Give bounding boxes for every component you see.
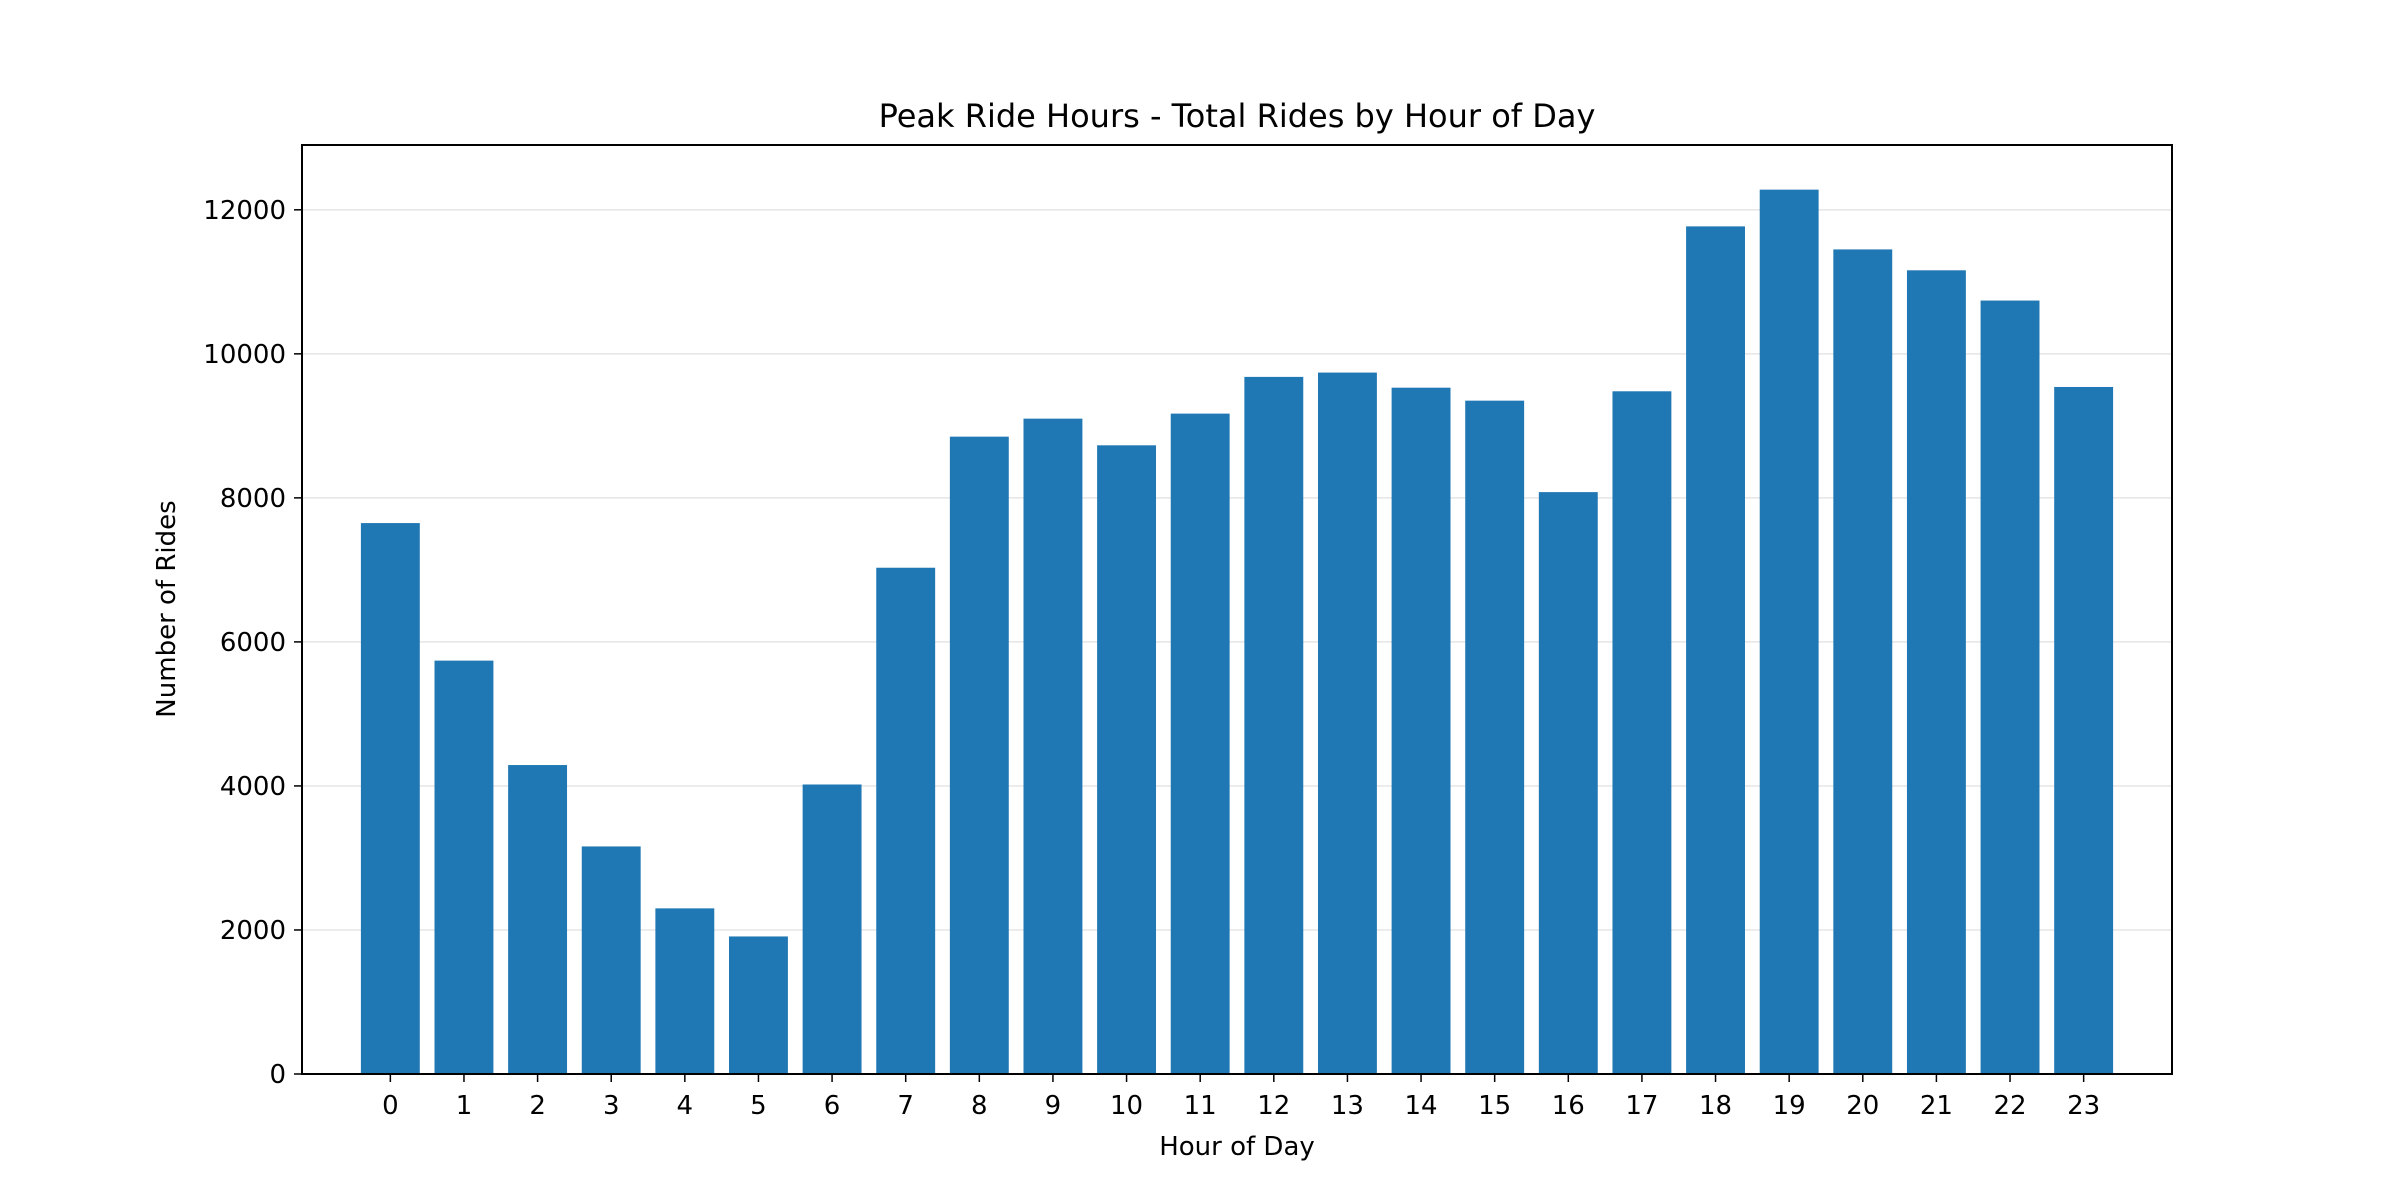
x-tick-label: 8: [971, 1091, 988, 1121]
x-tick-label: 4: [677, 1091, 694, 1121]
x-tick-label: 9: [1045, 1091, 1062, 1121]
bar-hour-12: [1244, 376, 1304, 1075]
bar-hour-1: [434, 660, 494, 1074]
y-tick-label: 12000: [203, 196, 286, 226]
x-tick-label: 5: [750, 1091, 767, 1121]
bar-hour-14: [1391, 387, 1451, 1074]
y-axis-ticks: 0 2000 4000 6000 8000 10000 12000: [203, 196, 302, 1090]
bars: [360, 189, 2114, 1075]
bar-hour-11: [1170, 413, 1230, 1075]
y-axis-label: Number of Rides: [152, 500, 182, 717]
bar-hour-18: [1686, 226, 1745, 1075]
x-tick-label: 18: [1699, 1091, 1732, 1121]
bar-hour-7: [876, 567, 936, 1074]
x-tick-label: 1: [456, 1091, 473, 1121]
plot-frame: [301, 144, 2173, 1075]
x-tick-label: 7: [897, 1091, 914, 1121]
y-tick-label: 4000: [220, 772, 286, 802]
x-tick-label: 0: [382, 1091, 399, 1121]
x-axis-label: Hour of Day: [1159, 1132, 1315, 1162]
bar-hour-5: [729, 936, 788, 1074]
x-tick-label: 14: [1405, 1091, 1438, 1121]
bar-hour-15: [1465, 400, 1525, 1074]
bar-hour-0: [360, 523, 420, 1074]
x-axis-ticks: 0 1 2 3 4 5 6 7 8 9 10 11 12 13 14 15 16 17 18 19 20 21 22 23: [382, 1074, 2100, 1121]
x-tick-label: 20: [1846, 1091, 1879, 1121]
x-tick-label: 19: [1773, 1091, 1806, 1121]
bar-hour-9: [1023, 418, 1083, 1074]
x-tick-label: 22: [1993, 1091, 2026, 1121]
bar-hour-10: [1097, 445, 1157, 1074]
bar-hour-20: [1833, 249, 1893, 1074]
x-tick-label: 6: [824, 1091, 841, 1121]
y-tick-label: 10000: [203, 340, 286, 370]
bar-hour-4: [655, 908, 715, 1074]
bar-hour-17: [1612, 391, 1672, 1074]
bar-hour-23: [2054, 386, 2114, 1074]
bar-hour-21: [1906, 270, 1966, 1074]
bar-hour-19: [1759, 189, 1819, 1075]
x-tick-label: 21: [1920, 1091, 1953, 1121]
x-tick-label: 16: [1552, 1091, 1585, 1121]
bar-hour-6: [802, 784, 862, 1074]
x-tick-label: 10: [1110, 1091, 1143, 1121]
x-tick-label: 11: [1184, 1091, 1217, 1121]
bar-hour-22: [1980, 300, 2040, 1075]
y-tick-label: 0: [269, 1060, 286, 1090]
bar-hour-2: [508, 765, 568, 1074]
x-tick-label: 2: [529, 1091, 546, 1121]
bar-hour-8: [949, 436, 1009, 1074]
y-tick-label: 2000: [220, 916, 286, 946]
x-tick-label: 12: [1257, 1091, 1290, 1121]
x-tick-label: 23: [2067, 1091, 2100, 1121]
bar-hour-16: [1538, 492, 1598, 1074]
y-tick-label: 8000: [220, 484, 286, 514]
bar-hour-3: [581, 846, 641, 1074]
x-tick-label: 15: [1478, 1091, 1511, 1121]
y-tick-label: 6000: [220, 628, 286, 658]
x-tick-label: 17: [1625, 1091, 1658, 1121]
x-tick-label: 3: [603, 1091, 620, 1121]
x-tick-label: 13: [1331, 1091, 1364, 1121]
bar-hour-13: [1317, 372, 1377, 1075]
chart-title: Peak Ride Hours - Total Rides by Hour of…: [879, 97, 1596, 135]
